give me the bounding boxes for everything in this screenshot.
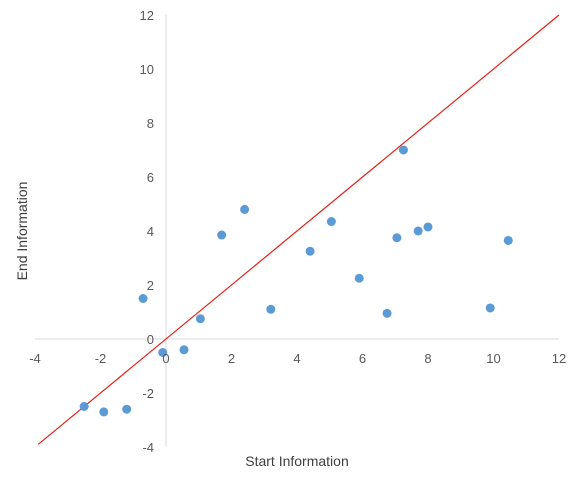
data-point [217,230,227,240]
data-point [413,226,423,236]
y-tick-label: -2 [142,386,154,401]
data-point [503,235,513,245]
data-point [423,222,433,232]
data-point [99,407,109,417]
x-tick-label: -4 [29,351,41,366]
data-point [305,246,315,256]
axes-layer [35,15,559,447]
data-point [485,303,495,313]
y-tick-label: 8 [147,116,154,131]
y-axis-title: End Information [14,182,30,281]
x-tick-label: 10 [486,351,500,366]
x-tick-label: 12 [552,351,566,366]
y-tick-label: 2 [147,278,154,293]
data-point [398,145,408,155]
data-point [266,304,276,314]
data-point [195,314,205,324]
x-tick-label: 8 [424,351,431,366]
data-point [354,273,364,283]
y-tick-label: 4 [147,224,154,239]
data-point [326,217,336,227]
y-tick-label: 6 [147,170,154,185]
tick-labels-layer: -4 -2 0 2 4 6 8 10 12 -4 -2 0 2 4 6 8 10 12 [29,8,566,455]
y-tick-label: 10 [140,62,154,77]
reference-line [37,14,560,445]
data-point [392,233,402,243]
x-tick-label: 0 [162,351,169,366]
data-point [138,294,148,303]
data-point [240,204,250,214]
y-tick-label: -4 [142,440,154,455]
x-tick-label: 2 [228,351,235,366]
data-point [158,348,168,357]
x-axis-title: Start Information [245,453,349,469]
data-point [122,404,132,414]
reference-line-layer [37,14,560,445]
x-tick-label: -2 [95,351,107,366]
data-point [79,402,89,411]
data-point [382,308,392,318]
x-tick-label: 6 [359,351,366,366]
y-tick-label: 0 [147,332,154,347]
y-tick-label: 12 [140,8,154,23]
data-points-layer [79,145,513,417]
x-tick-label: 4 [293,351,300,366]
data-point [179,345,189,355]
